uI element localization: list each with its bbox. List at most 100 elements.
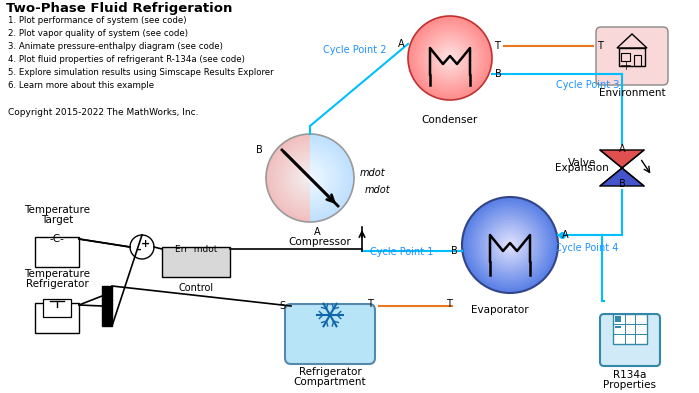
Text: Valve: Valve: [568, 158, 596, 168]
Text: -C-: -C-: [50, 234, 64, 244]
Wedge shape: [310, 140, 347, 216]
Circle shape: [465, 200, 556, 290]
Circle shape: [484, 220, 535, 270]
Text: S: S: [279, 301, 285, 311]
Circle shape: [482, 217, 538, 273]
Circle shape: [472, 207, 548, 283]
Text: 6. Learn more about this example: 6. Learn more about this example: [8, 81, 154, 90]
FancyBboxPatch shape: [285, 304, 375, 364]
Circle shape: [410, 18, 490, 98]
Wedge shape: [279, 147, 310, 209]
Wedge shape: [307, 175, 310, 181]
Wedge shape: [310, 143, 345, 213]
Text: A: A: [314, 227, 321, 237]
Wedge shape: [269, 137, 310, 219]
Wedge shape: [282, 150, 310, 206]
Text: mdot: mdot: [360, 168, 386, 178]
Text: Temperature: Temperature: [24, 205, 90, 215]
Circle shape: [432, 40, 468, 76]
Circle shape: [415, 23, 485, 94]
Bar: [102, 286, 112, 326]
Circle shape: [505, 240, 515, 250]
Circle shape: [426, 34, 475, 82]
Wedge shape: [288, 156, 310, 200]
Circle shape: [441, 49, 459, 67]
Wedge shape: [310, 137, 351, 219]
Circle shape: [428, 36, 472, 80]
Text: -: -: [137, 245, 141, 255]
Circle shape: [480, 215, 540, 275]
Text: Control: Control: [178, 283, 214, 293]
Circle shape: [419, 27, 481, 89]
Text: A: A: [562, 230, 568, 240]
Bar: [615, 326, 621, 328]
Circle shape: [437, 45, 463, 71]
Circle shape: [435, 42, 466, 73]
Text: T: T: [597, 41, 603, 51]
Text: Temperature: Temperature: [24, 269, 90, 279]
Text: 5. Explore simulation results using Simscape Results Explorer: 5. Explore simulation results using Sims…: [8, 68, 273, 77]
Circle shape: [439, 47, 461, 69]
Text: Err  mdot: Err mdot: [175, 244, 217, 253]
Text: Refrigerator: Refrigerator: [26, 279, 88, 289]
Bar: [35, 237, 79, 267]
Circle shape: [445, 53, 454, 62]
Wedge shape: [310, 175, 313, 181]
Text: 2. Plot vapor quality of system (see code): 2. Plot vapor quality of system (see cod…: [8, 29, 188, 38]
Circle shape: [500, 235, 520, 255]
Wedge shape: [310, 147, 341, 209]
Text: T: T: [446, 299, 452, 309]
Wedge shape: [310, 169, 319, 187]
Wedge shape: [303, 172, 310, 184]
Wedge shape: [301, 169, 310, 187]
Text: Environment: Environment: [598, 88, 665, 98]
Text: Two-Phase Fluid Refrigeration: Two-Phase Fluid Refrigeration: [6, 2, 232, 15]
Wedge shape: [310, 153, 335, 203]
Wedge shape: [310, 165, 322, 191]
Text: Cycle Point 1: Cycle Point 1: [370, 247, 433, 257]
Bar: [613, 314, 647, 344]
Text: Copyright 2015-2022 The MathWorks, Inc.: Copyright 2015-2022 The MathWorks, Inc.: [8, 108, 199, 117]
Text: Condenser: Condenser: [422, 115, 478, 125]
Text: +: +: [140, 239, 150, 249]
Circle shape: [477, 212, 543, 278]
Wedge shape: [310, 156, 332, 200]
Text: A: A: [398, 39, 405, 49]
Circle shape: [507, 242, 512, 248]
Circle shape: [462, 197, 558, 293]
Wedge shape: [310, 134, 354, 222]
Circle shape: [475, 209, 545, 280]
Text: 3. Animate pressure-enthalpy diagram (see code): 3. Animate pressure-enthalpy diagram (se…: [8, 42, 223, 51]
Wedge shape: [310, 150, 338, 206]
Circle shape: [412, 20, 488, 95]
Text: Cycle Point 2: Cycle Point 2: [323, 45, 387, 55]
Circle shape: [448, 56, 452, 60]
Circle shape: [424, 31, 477, 84]
Text: Properties: Properties: [603, 380, 656, 390]
Wedge shape: [266, 134, 310, 222]
Text: B: B: [619, 179, 626, 189]
FancyBboxPatch shape: [600, 314, 660, 366]
Bar: [43, 299, 71, 317]
Text: R134a: R134a: [613, 370, 647, 380]
Text: B: B: [452, 246, 458, 256]
Circle shape: [130, 235, 154, 259]
Circle shape: [417, 25, 483, 91]
Text: Cycle Point 3: Cycle Point 3: [556, 80, 619, 90]
Circle shape: [430, 38, 470, 78]
Wedge shape: [298, 165, 310, 191]
Circle shape: [487, 222, 533, 268]
Text: T: T: [367, 299, 373, 309]
Text: Compressor: Compressor: [289, 237, 352, 247]
Wedge shape: [310, 162, 326, 194]
Bar: [619, 48, 645, 66]
Wedge shape: [291, 159, 310, 197]
Text: 1. Plot performance of system (see code): 1. Plot performance of system (see code): [8, 16, 187, 25]
Bar: [621, 53, 630, 61]
Text: Compartment: Compartment: [294, 377, 366, 387]
Circle shape: [503, 237, 517, 253]
Circle shape: [443, 51, 456, 64]
Bar: [615, 316, 621, 322]
Text: 4. Plot fluid properties of refrigerant R-134a (see code): 4. Plot fluid properties of refrigerant …: [8, 55, 245, 64]
Polygon shape: [600, 168, 644, 186]
